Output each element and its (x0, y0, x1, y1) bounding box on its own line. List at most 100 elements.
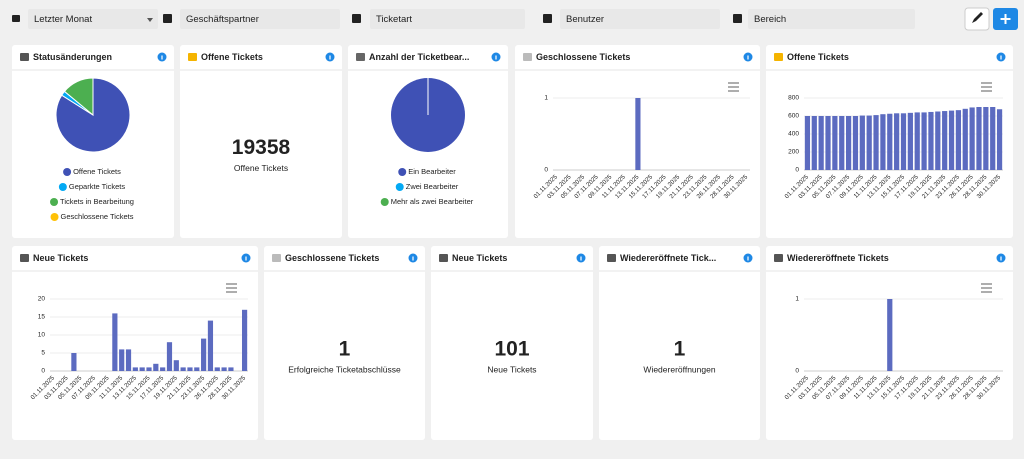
card-background (431, 246, 593, 440)
bar (859, 115, 865, 170)
legend-swatch (395, 183, 404, 191)
legend-swatch (50, 213, 59, 221)
bar (166, 342, 173, 371)
y-tick-label: 5 (41, 350, 45, 357)
card-icon (774, 254, 783, 262)
bar (207, 320, 214, 371)
widget-card: Wiedereröffnete Tickets0101.11.202503.11… (766, 246, 1013, 440)
legend-label: Ein Bearbeiter (408, 167, 456, 176)
card-background (264, 246, 425, 440)
bar (119, 349, 125, 371)
legend-swatch (58, 183, 67, 191)
bar (866, 115, 872, 170)
bar (132, 367, 138, 371)
y-tick-label: 15 (38, 314, 46, 321)
bar (228, 367, 234, 371)
bar (241, 309, 248, 371)
bar (221, 367, 227, 371)
widget-card: Neue Tickets 101 Neue Tickets (431, 246, 593, 440)
card-title: Neue Tickets (33, 253, 88, 263)
period-select[interactable] (28, 9, 158, 29)
bar (921, 112, 927, 170)
widget-card: Statusänderungen Offene Tickets Geparkte T… (12, 45, 174, 238)
info-icon-mark (747, 55, 749, 60)
widget-card: Wiedereröffnete Tick... 1 Wiedereröffnunge… (599, 246, 760, 440)
filter-placeholder: Ticketart (376, 14, 412, 25)
kpi-value: 1 (674, 338, 686, 361)
bar (804, 116, 811, 170)
card-icon (607, 254, 616, 262)
y-tick-label: 20 (38, 296, 46, 303)
bar (160, 367, 166, 371)
y-tick-label: 800 (788, 95, 799, 102)
bar (894, 113, 900, 170)
bar (635, 98, 641, 170)
widget-card: Geschlossene Tickets0101.11.202503.11.20… (515, 45, 760, 238)
legend-label: Geschlossene Tickets (61, 212, 134, 221)
card-icon (439, 254, 448, 262)
kpi-value: 1 (339, 338, 351, 361)
info-icon-mark (1000, 256, 1002, 261)
card-icon (774, 53, 783, 61)
kpi-label: Erfolgreiche Ticketabschlüsse (288, 364, 401, 374)
y-tick-label: 200 (788, 149, 799, 156)
y-tick-label: 0 (795, 167, 799, 174)
card-title: Statusänderungen (33, 52, 112, 62)
bar (839, 116, 845, 170)
bar (852, 116, 859, 170)
bar (990, 107, 996, 170)
bar (900, 113, 907, 170)
kpi-value: 19358 (232, 136, 291, 159)
bar (201, 338, 207, 371)
bar (125, 349, 132, 371)
select-caret (147, 18, 153, 22)
bar (969, 107, 975, 170)
card-title: Offene Tickets (787, 52, 849, 62)
bar (983, 107, 989, 170)
bar (996, 109, 1003, 170)
info-icon-mark (161, 55, 163, 60)
filter-field[interactable] (370, 9, 525, 29)
widget-card: Offene Tickets 19358 Offene Tickets (180, 45, 342, 238)
info-icon-mark (580, 256, 582, 261)
bar (948, 110, 955, 170)
bar (976, 107, 982, 170)
card-icon (20, 254, 29, 262)
info-icon-mark (245, 256, 247, 261)
bar (818, 116, 824, 170)
y-tick-label: 0 (544, 167, 548, 174)
y-tick-label: 1 (795, 296, 799, 303)
legend-swatch (380, 198, 389, 206)
y-tick-label: 400 (788, 131, 799, 138)
info-icon-mark (412, 256, 414, 261)
filter-icon (163, 14, 172, 23)
add-icon (1000, 14, 1011, 24)
card-icon (356, 53, 365, 61)
filter-placeholder: Benutzer (566, 14, 604, 25)
y-tick-label: 10 (38, 332, 46, 339)
bar (845, 116, 852, 170)
card-title: Neue Tickets (452, 253, 507, 263)
filter-field[interactable] (180, 9, 340, 29)
legend-label: Zwei Bearbeiter (406, 182, 459, 191)
bar (825, 116, 831, 170)
bar (942, 111, 948, 170)
legend-label: Geparkte Tickets (69, 182, 126, 191)
bar (935, 111, 941, 170)
filter-field[interactable] (560, 9, 720, 29)
bar (146, 367, 152, 371)
card-title: Geschlossene Tickets (536, 52, 630, 62)
filter-icon (733, 14, 742, 23)
legend-swatch (50, 198, 59, 206)
bar (180, 367, 186, 371)
bar (139, 367, 145, 371)
y-tick-label: 0 (795, 368, 799, 375)
bar (173, 360, 179, 371)
bar (811, 116, 817, 170)
info-icon-mark (1000, 55, 1002, 60)
card-icon (20, 53, 29, 61)
filter-field[interactable] (748, 9, 915, 29)
bar (962, 108, 968, 170)
